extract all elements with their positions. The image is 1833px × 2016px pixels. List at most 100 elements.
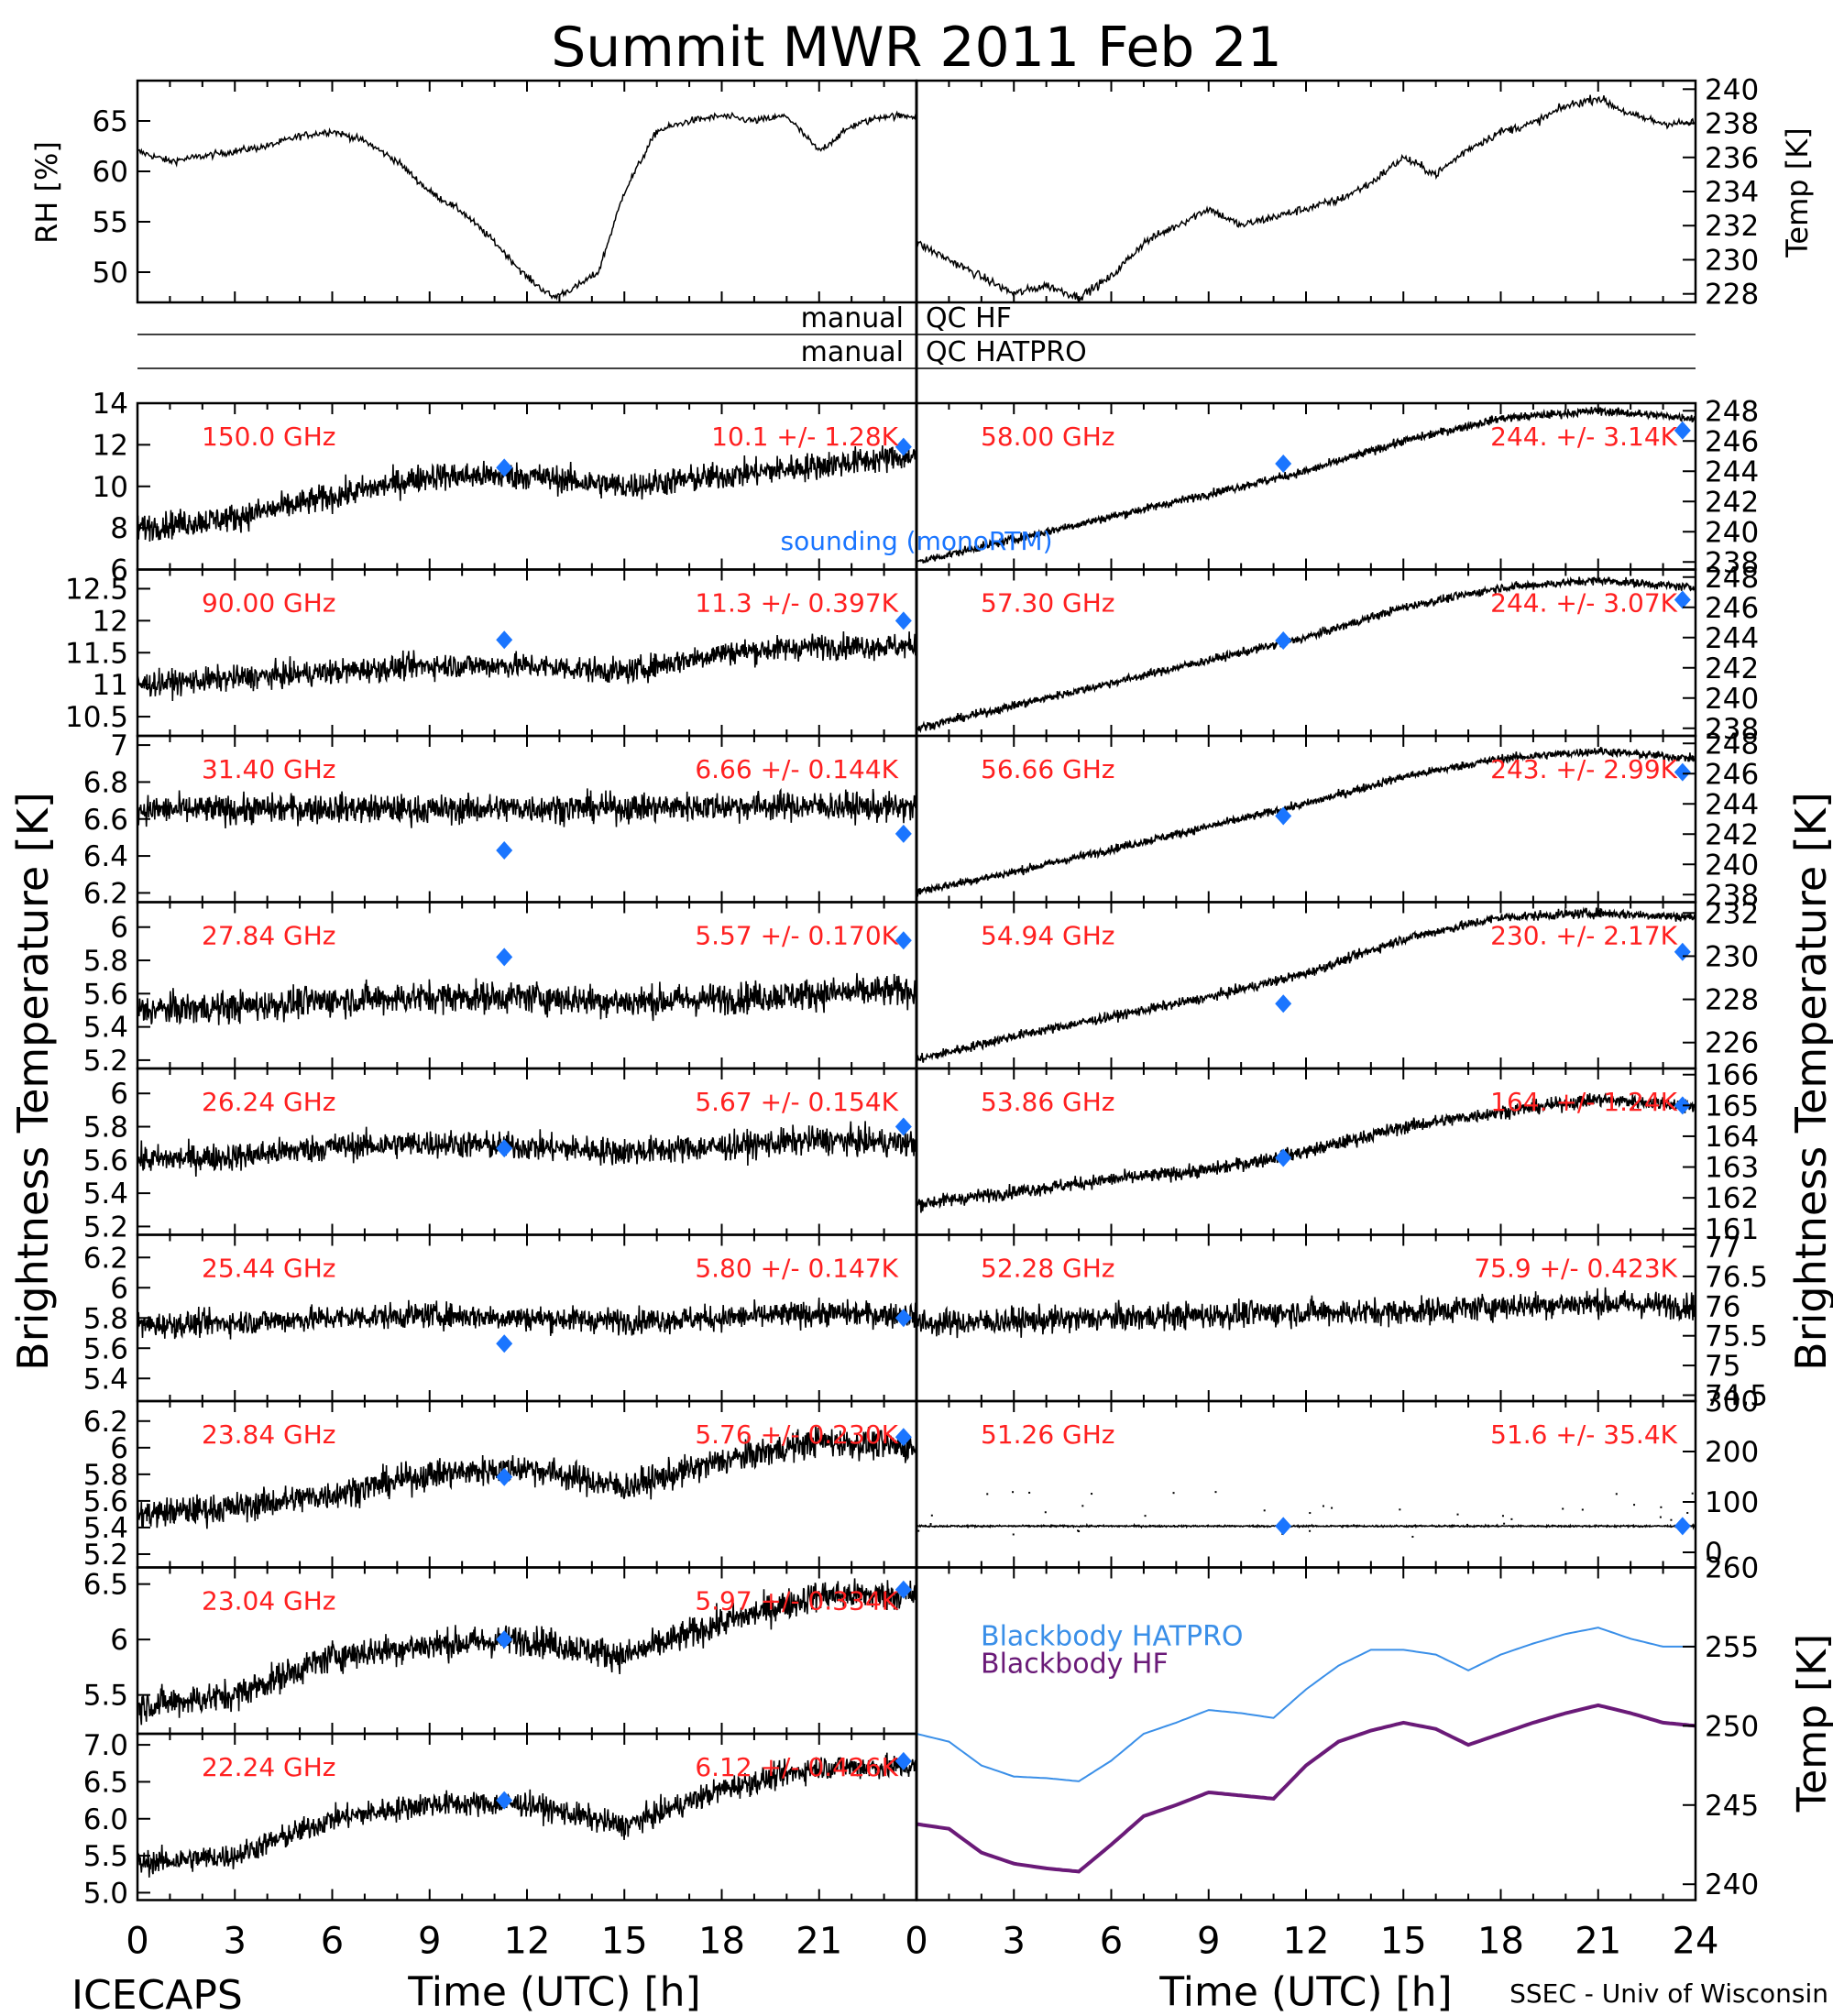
channel-label: 26.24 GHz <box>202 1087 336 1117</box>
data-point <box>1028 1491 1031 1494</box>
y-tick-label: 228 <box>1705 279 1759 312</box>
y-tick-label: 5.8 <box>83 1302 128 1335</box>
sounding-marker <box>496 1791 513 1810</box>
series-line-0 <box>916 1627 1696 1782</box>
y-tick-label: 6.6 <box>83 804 128 837</box>
sounding-marker <box>895 437 912 456</box>
series-line-1 <box>916 1703 1696 1874</box>
channel-stat: 244. +/- 3.07K <box>1490 588 1677 619</box>
y-tick-label: 236 <box>1705 142 1759 175</box>
data-trace <box>137 444 917 542</box>
y-tick-label: 244 <box>1705 455 1759 488</box>
y-tick-label: 6.2 <box>83 1406 128 1439</box>
data-point <box>1456 1513 1459 1516</box>
data-trace <box>916 1522 1696 1530</box>
y-tick-label: 50 <box>93 257 128 290</box>
y-tick-label: 6.2 <box>83 1242 128 1275</box>
data-point <box>1633 1504 1636 1507</box>
data-trace <box>137 630 917 702</box>
y-tick-label: 6.8 <box>83 766 128 799</box>
y-tick-label: 5.2 <box>83 1211 128 1244</box>
x-tick-label: 9 <box>418 1921 441 1963</box>
x-tick-label: 9 <box>1197 1921 1220 1963</box>
data-trace <box>137 1752 917 1878</box>
sounding-marker <box>895 1751 912 1770</box>
channel-label: 27.84 GHz <box>202 921 336 951</box>
sounding-marker <box>496 1334 513 1353</box>
channel-stat: 5.76 +/- 0.230K <box>695 1419 898 1450</box>
data-point <box>1411 1536 1414 1539</box>
channel-stat: 6.12 +/- 0.426K <box>695 1752 898 1782</box>
y-tick-label: 246 <box>1705 592 1759 625</box>
data-point <box>1399 1508 1401 1511</box>
x-tick-label: 12 <box>1283 1921 1330 1963</box>
channel-stat: 10.1 +/- 1.28K <box>711 422 898 452</box>
x-tick-label: 3 <box>1003 1921 1026 1963</box>
sounding-marker <box>895 611 912 630</box>
y-tick-label: 240 <box>1705 683 1759 716</box>
channel-stat: 5.80 +/- 0.147K <box>695 1254 898 1284</box>
channel-label: 58.00 GHz <box>981 422 1115 452</box>
y-tick-label: 245 <box>1705 1790 1759 1823</box>
y-tick-label: 6 <box>110 1624 128 1657</box>
y-tick-label: 5.5 <box>83 1840 128 1873</box>
y-tick-label: 166 <box>1705 1059 1759 1092</box>
y-tick-label: 11.5 <box>65 637 128 670</box>
y-tick-label: 162 <box>1705 1182 1759 1215</box>
y-tick-label: 6.0 <box>83 1803 128 1836</box>
y-tick-label: 5.5 <box>83 1680 128 1713</box>
data-point <box>1091 1493 1093 1496</box>
x-tick-label: 15 <box>601 1921 648 1963</box>
channel-stat: 75.9 +/- 0.423K <box>1474 1254 1677 1284</box>
y-tick-label: 5.6 <box>83 1145 128 1178</box>
channel-label: 52.28 GHz <box>981 1254 1115 1284</box>
data-point <box>1309 1529 1312 1532</box>
channel-stat: 6.66 +/- 0.144K <box>695 754 898 784</box>
y-tick-label: 5.2 <box>83 1045 128 1078</box>
data-point <box>1503 1522 1506 1525</box>
y-tick-label: 5.6 <box>83 978 128 1011</box>
data-trace <box>916 906 1696 1063</box>
sounding-marker <box>1674 762 1691 782</box>
y-tick-label: 5.2 <box>83 1539 128 1572</box>
figure-title: Summit MWR 2011 Feb 21 <box>551 16 1282 80</box>
y-tick-label: 5.6 <box>83 1485 128 1518</box>
x-tick-label: 18 <box>698 1921 745 1963</box>
panel-rh: 50 55 60 65 RH [%] <box>29 79 918 304</box>
data-trace <box>916 406 1696 564</box>
data-point <box>1659 1516 1662 1518</box>
y-tick-label: 240 <box>1705 73 1759 106</box>
y-tick-label: 238 <box>1705 108 1759 141</box>
data-trace <box>137 1425 917 1529</box>
y-tick-label: 8 <box>110 512 128 545</box>
data-point <box>1476 1524 1479 1527</box>
data-point <box>1501 1515 1504 1517</box>
sounding-marker <box>1275 1517 1292 1536</box>
y-tick-label: 6.2 <box>83 877 128 910</box>
sounding-marker <box>895 1309 912 1328</box>
legend-hf: Blackbody HF <box>981 1649 1169 1681</box>
channel-label: 57.30 GHz <box>981 588 1115 619</box>
y-tick-label: 238 <box>1705 713 1759 746</box>
x-axis-title: Time (UTC) [h] <box>407 1969 700 2016</box>
channel-label: 90.00 GHz <box>202 588 336 619</box>
data-point <box>1638 1526 1641 1528</box>
y-tick-label: 260 <box>1705 1552 1759 1585</box>
temp-axis-label: Temp [K] <box>1780 127 1815 257</box>
y-tick-label: 5.8 <box>83 1112 128 1145</box>
y-tick-label: 240 <box>1705 516 1759 549</box>
y-tick-label: 242 <box>1705 652 1759 685</box>
data-point <box>1144 1515 1147 1517</box>
y-tick-label: 5.6 <box>83 1332 128 1365</box>
channel-label: 150.0 GHz <box>202 422 336 452</box>
channel-label: 25.44 GHz <box>202 1254 336 1284</box>
data-trace <box>137 1121 917 1178</box>
y-tick-label: 5.4 <box>83 1012 128 1045</box>
x-tick-label: 0 <box>905 1921 927 1963</box>
y-tick-label: 75.5 <box>1705 1320 1768 1353</box>
y-tick-label: 244 <box>1705 788 1759 821</box>
temp-line <box>916 94 1696 303</box>
